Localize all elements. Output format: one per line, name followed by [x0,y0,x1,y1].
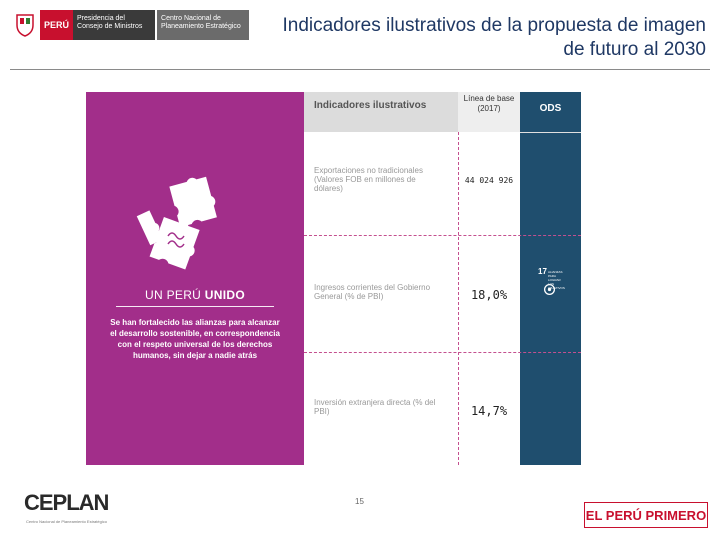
ods-header: ODS [539,103,562,114]
page-number: 15 [355,497,364,506]
panel-heading-bold: UNIDO [204,288,245,302]
page-title: Indicadores ilustrativos de la propuesta… [282,15,706,60]
sdg-label: ALIANZAS PARA LOGRAR LOS OBJETIVOS [548,270,565,290]
puzzle-icon [134,174,234,279]
row-value-revenue: 18,0% [470,288,508,302]
vision-panel: UN PERÚ UNIDO Se han fortalecido las ali… [86,92,304,465]
sdg-ring-icon [543,283,556,296]
panel-divider [116,306,274,307]
logo-peru-label: PERÚ [40,10,74,40]
row-divider [304,235,581,236]
government-logo: PERÚ Presidencia del Consejo de Ministro… [10,10,260,40]
sdg-number: 17 [538,267,547,276]
indicators-header-label: Indicadores ilustrativos [314,100,427,111]
logo-presidencia-label: Presidencia del Consejo de Ministros [73,10,156,40]
ceplan-logo: CEPLAN Centro Nacional de Planeamiento E… [24,490,114,530]
coat-of-arms-icon [10,10,40,40]
baseline-column-divider [458,132,459,465]
sdg-17-badge: 17 ALIANZAS PARA LOGRAR LOS OBJETIVOS [538,267,565,297]
row-label-exports: Exportaciones no tradicionales (Valores … [314,166,423,193]
row-value-fdi: 14,7% [470,404,508,418]
row-divider [304,352,581,353]
row-value-exports: 44 024 926 [464,176,514,185]
header-divider [10,69,710,70]
ceplan-logo-text: CEPLAN [24,490,109,515]
panel-description: Se han fortalecido las alianzas para alc… [110,318,280,360]
peru-primero-logo: EL PERÚ PRIMERO [584,502,708,528]
ods-column: ODS 17 ALIANZAS PARA LOGRAR LOS OBJETIVO… [520,92,581,465]
panel-heading: UN PERÚ UNIDO [86,288,304,302]
logo-ceplan-label: Centro Nacional de Planeamiento Estratég… [157,10,250,40]
panel-heading-light: UN PERÚ [145,288,205,302]
row-label-fdi: Inversión extranjera directa (% del PBI) [314,398,436,416]
baseline-header: Línea de base (2017) [458,92,520,132]
row-label-revenue: Ingresos corrientes del Gobierno General… [314,283,431,301]
ods-header-divider [520,132,581,133]
ceplan-logo-subtitle: Centro Nacional de Planeamiento Estratég… [26,519,107,524]
indicators-header: Indicadores ilustrativos [304,92,458,132]
